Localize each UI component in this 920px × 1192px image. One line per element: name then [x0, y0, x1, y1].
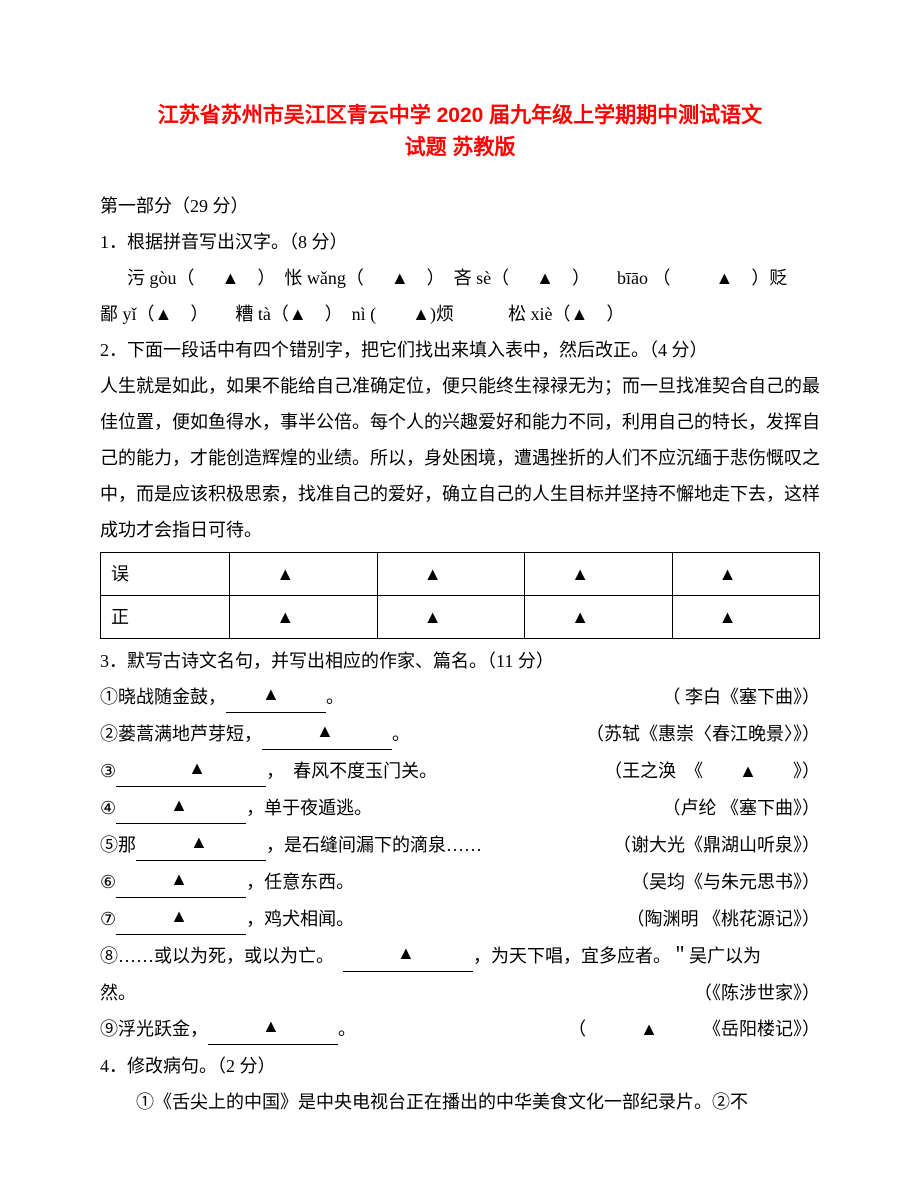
blank-tri: ▲ — [276, 556, 294, 592]
title-line-2: 试题 苏教版 — [100, 132, 820, 164]
fill-blank: ▲ — [116, 750, 266, 787]
table-cell: ▲ — [672, 596, 819, 639]
table-cell: ▲ — [377, 553, 524, 596]
poem-left-a: ⑥ — [100, 872, 116, 892]
poem-left-a: ⑤那 — [100, 835, 136, 855]
poem-line-6: ⑥ ▲ ，任意东西。 （吴均《与朱元思书》） — [100, 864, 820, 901]
fill-blank: ▲ — [116, 898, 246, 935]
table-cell-header: 正 — [101, 596, 230, 639]
poem-source: （陶渊明 《桃花源记》） — [627, 901, 821, 937]
poem-line-4: ④ ▲ ，单于夜遁逃。 （卢纶 《塞下曲》） — [100, 790, 820, 827]
poem-line-3: ③ ▲ ， 春风不度玉门关。 （王之涣 《 ▲ 》） — [100, 753, 820, 790]
table-cell: ▲ — [525, 553, 672, 596]
blank-tri: ▲ — [571, 599, 589, 635]
poem-9-b: 。 — [338, 1019, 356, 1039]
poem-line-1: ①晓战随金鼓， ▲ 。 （ 李白《塞下曲》） — [100, 679, 820, 716]
q1-l1-c: ） 吝 sè（ — [427, 268, 510, 288]
blank-tri: ▲ — [424, 599, 442, 635]
poem-left-b: ，鸡犬相闻。 — [246, 909, 354, 929]
poem-9-a: ⑨浮光跃金， — [100, 1019, 208, 1039]
fill-blank: ▲ — [262, 713, 392, 750]
q1-l2-d: )烦 松 xiè（ — [430, 304, 570, 324]
blank-tri: ▲ — [688, 260, 751, 296]
fill-blank: ▲ — [343, 935, 473, 972]
q2-passage: 人生就是如此，如果不能给自己准确定位，便只能终生禄禄无为；而一旦找准契合自己的最… — [100, 368, 820, 548]
poem-source: （王之涣 《 ▲ 》） — [604, 753, 820, 789]
poem-source: （吴均《与朱元思书》） — [631, 864, 820, 900]
q1-line1: 污 gòu（▲ ） 怅 wǎng（▲ ） 吝 sè（▲ ） bīāo （ ▲ ）… — [100, 260, 820, 296]
blank-tri: ▲ — [424, 556, 442, 592]
poem-source: （谢大光《鼎湖山听泉》） — [613, 827, 820, 863]
poem-left-b: ，单于夜遁逃。 — [246, 798, 372, 818]
blank-tri: ▲ — [719, 599, 737, 635]
q1-l1-d: ） bīāo （ — [572, 268, 689, 288]
table-row: 误 ▲ ▲ ▲ ▲ — [101, 553, 820, 596]
fill-blank: ▲ — [136, 824, 266, 861]
q1-l1-e: ）贬 — [751, 268, 787, 288]
poem-line-8a: ⑧……或以为死，或以为亡。 ▲ ，为天下唱，宜多应者。＂吴广以为 — [100, 938, 820, 975]
blank-tri: ▲ — [195, 260, 258, 296]
section-1-header: 第一部分（29 分） — [100, 188, 820, 224]
fill-blank: ▲ — [226, 676, 326, 713]
poem-line-9: ⑨浮光跃金， ▲ 。 （ ▲ 《岳阳楼记》） — [100, 1011, 820, 1048]
blank-tri: ▲ — [571, 556, 589, 592]
table-cell: ▲ — [230, 596, 377, 639]
blank-tri: ▲ — [570, 296, 606, 332]
blank-tri: ▲ — [412, 296, 430, 332]
q1-l2-b: ） 糟 tà（ — [190, 304, 289, 324]
poem-left-a: ②蒌蒿满地芦芽短， — [100, 724, 262, 744]
poem-left-b: ，是石缝间漏下的滴泉…… — [266, 835, 482, 855]
poem-line-8b: 然。 （《陈涉世家》） — [100, 975, 820, 1011]
correction-table: 误 ▲ ▲ ▲ ▲ 正 ▲ ▲ ▲ ▲ — [100, 552, 820, 639]
poem-left-a: ⑦ — [100, 909, 116, 929]
q1-line2: 鄙 yǐ（▲ ） 糟 tà（▲ ） nì ( ▲)烦 松 xiè（▲ ） — [100, 296, 820, 332]
poem-line-2: ②蒌蒿满地芦芽短， ▲ 。 （苏轼《惠崇〈春江晚景〉》） — [100, 716, 820, 753]
blank-tri: ▲ — [276, 599, 294, 635]
poem-source: （ 李白《塞下曲》） — [663, 679, 821, 715]
blank-tri: ▲ — [719, 556, 737, 592]
poem-left-a: ④ — [100, 798, 116, 818]
poem-left-b: ， 春风不度玉门关。 — [266, 761, 437, 781]
poem-line-5: ⑤那 ▲ ，是石缝间漏下的滴泉…… （谢大光《鼎湖山听泉》） — [100, 827, 820, 864]
question-4-prompt: 4．修改病句。（2 分） — [100, 1048, 820, 1084]
q1-l1-b: ） 怅 wǎng（ — [257, 268, 364, 288]
table-cell: ▲ — [672, 553, 819, 596]
blank-tri: ▲ — [155, 296, 191, 332]
poem-source: （ ▲ 《岳阳楼记》） — [568, 1011, 820, 1047]
table-cell: ▲ — [377, 596, 524, 639]
table-row: 正 ▲ ▲ ▲ ▲ — [101, 596, 820, 639]
q4-text: ①《舌尖上的中国》是中央电视台正在播出的中华美食文化一部纪录片。②不 — [100, 1084, 820, 1120]
poem-left-b: 。 — [392, 724, 410, 744]
poem-left-a: ①晓战随金鼓， — [100, 687, 226, 707]
blank-tri: ▲ — [289, 296, 325, 332]
q1-l2-e: ） — [606, 304, 624, 324]
blank-tri: ▲ — [364, 260, 427, 296]
poem-source: （《陈涉世家》） — [694, 975, 820, 1011]
fill-blank: ▲ — [116, 787, 246, 824]
poem-left-b: ，任意东西。 — [246, 872, 354, 892]
fill-blank: ▲ — [208, 1008, 338, 1045]
poem-source: （卢纶 《塞下曲》） — [663, 790, 821, 826]
table-cell-header: 误 — [101, 553, 230, 596]
title-line-1: 江苏省苏州市吴江区青云中学 2020 届九年级上学期期中测试语文 — [100, 100, 820, 132]
blank-tri: ▲ — [509, 260, 572, 296]
question-3-prompt: 3．默写古诗文名句，并写出相应的作家、篇名。（11 分） — [100, 643, 820, 679]
poem-left-b: 。 — [326, 687, 344, 707]
question-1-prompt: 1．根据拼音写出汉字。（8 分） — [100, 224, 820, 260]
poem-left-a: ③ — [100, 761, 116, 781]
table-cell: ▲ — [525, 596, 672, 639]
poem-line-7: ⑦ ▲ ，鸡犬相闻。 （陶渊明 《桃花源记》） — [100, 901, 820, 938]
poem-source: （苏轼《惠崇〈春江晚景〉》） — [586, 716, 820, 752]
poem-8-b: ，为天下唱，宜多应者。＂吴广以为 — [473, 946, 761, 966]
fill-blank: ▲ — [116, 861, 246, 898]
poem-8-c: 然。 — [100, 975, 136, 1011]
document-title: 江苏省苏州市吴江区青云中学 2020 届九年级上学期期中测试语文 试题 苏教版 — [100, 100, 820, 163]
question-2-prompt: 2．下面一段话中有四个错别字，把它们找出来填入表中，然后改正。（4 分） — [100, 332, 820, 368]
q1-l2-c: ） nì ( — [325, 304, 413, 324]
table-cell: ▲ — [230, 553, 377, 596]
q1-l2-a: 鄙 yǐ（ — [100, 304, 155, 324]
q1-l1-a: 污 gòu（ — [127, 268, 195, 288]
poem-8-a: ⑧……或以为死，或以为亡。 — [100, 946, 343, 966]
